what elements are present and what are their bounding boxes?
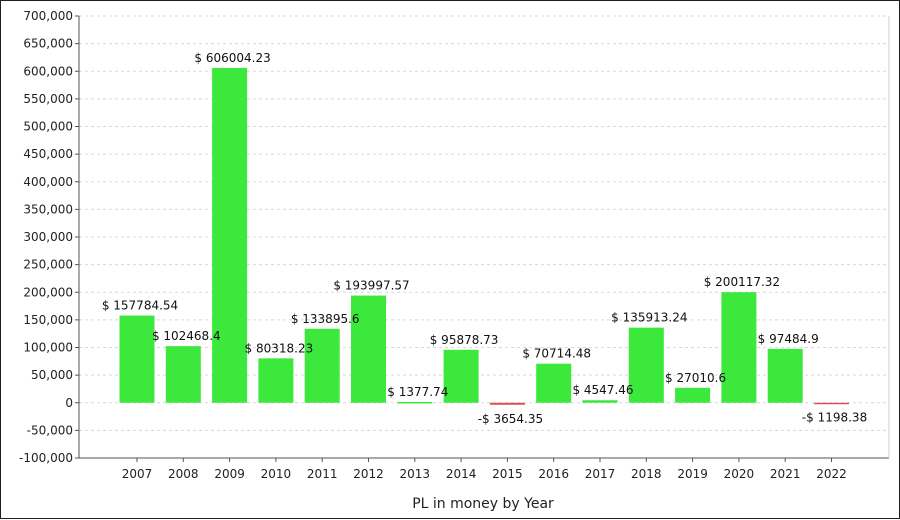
data-label-2015: -$ 3654.35 (478, 412, 543, 426)
label-layer: $ 157784.54 $ 102468.4 $ 606004.23 $ 80318.… (102, 51, 867, 426)
data-label-2009: $ 606004.23 (194, 51, 270, 65)
y-tick-label: 50,000 (31, 368, 73, 382)
y-tick-label: 350,000 (23, 202, 73, 216)
x-tick-label: 2021 (770, 467, 801, 481)
data-label-2012: $ 193997.57 (333, 279, 409, 293)
x-tick-label: 2018 (631, 467, 662, 481)
x-tick-label: 2014 (446, 467, 477, 481)
bar-2018 (628, 327, 664, 403)
y-tick-label: 250,000 (23, 258, 73, 272)
data-label-2007: $ 157784.54 (102, 299, 178, 313)
x-axis-title: PL in money by Year (412, 496, 554, 512)
y-tick-label: 500,000 (23, 120, 73, 134)
bar-layer (119, 67, 849, 405)
data-label-2018: $ 135913.24 (611, 311, 687, 325)
data-label-2014: $ 95878.73 (430, 333, 499, 347)
y-tick-label: 650,000 (23, 37, 73, 51)
bar-2011 (304, 328, 340, 403)
y-tick-label: -50,000 (27, 423, 73, 437)
x-tick-label: 2011 (307, 467, 338, 481)
x-tick-label: 2008 (168, 467, 199, 481)
y-tick-label: -100,000 (19, 451, 73, 465)
bar-2022 (814, 402, 849, 405)
y-tick-label: 400,000 (23, 175, 73, 189)
bar-2015 (489, 402, 525, 405)
axis-layer: -100,000 -50,000 0 50,000 100,000 150,000 200,… (19, 9, 890, 481)
bar-2010 (258, 358, 294, 403)
data-label-2011: $ 133895.6 (291, 312, 360, 326)
bar-2012 (351, 295, 386, 403)
bar-2020 (721, 292, 757, 403)
y-tick-label: 450,000 (23, 147, 73, 161)
x-tick-label: 2020 (724, 467, 755, 481)
data-label-2019: $ 27010.6 (665, 371, 726, 385)
data-label-2021: $ 97484.9 (758, 332, 819, 346)
data-label-2017: $ 4547.46 (572, 383, 633, 397)
data-label-2010: $ 80318.23 (245, 341, 314, 355)
bar-2008 (165, 346, 201, 403)
y-tick-label: 600,000 (23, 64, 73, 78)
y-tick-label: 300,000 (23, 230, 73, 244)
bar-2021 (767, 348, 803, 403)
bar-2019 (675, 387, 711, 403)
bar-2009 (212, 67, 248, 403)
bar-2007 (119, 315, 155, 403)
y-tick-label: 100,000 (23, 341, 73, 355)
x-tick-label: 2013 (400, 467, 431, 481)
data-label-2016: $ 70714.48 (522, 347, 591, 361)
bar-2013 (397, 401, 433, 404)
y-tick-label: 550,000 (23, 92, 73, 106)
data-label-2008: $ 102468.4 (152, 329, 221, 343)
y-tick-label: 200,000 (23, 285, 73, 299)
data-label-2020: $ 200117.32 (704, 275, 780, 289)
bar-2014 (443, 349, 479, 403)
x-tick-label: 2017 (585, 467, 616, 481)
y-tick-label: 150,000 (23, 313, 73, 327)
x-tick-label: 2015 (492, 467, 523, 481)
bar-2016 (536, 363, 572, 403)
y-tick-label: 700,000 (23, 9, 73, 23)
y-tick-label: 0 (65, 396, 73, 410)
data-label-2013: $ 1377.74 (387, 385, 448, 399)
x-tick-label: 2012 (353, 467, 384, 481)
data-label-2022: -$ 1198.38 (802, 410, 867, 424)
x-tick-label: 2007 (122, 467, 153, 481)
x-tick-label: 2010 (261, 467, 292, 481)
x-tick-label: 2019 (677, 467, 708, 481)
x-tick-label: 2022 (816, 467, 847, 481)
x-tick-label: 2009 (214, 467, 245, 481)
x-tick-label: 2016 (538, 467, 569, 481)
bar-2017 (582, 400, 618, 403)
